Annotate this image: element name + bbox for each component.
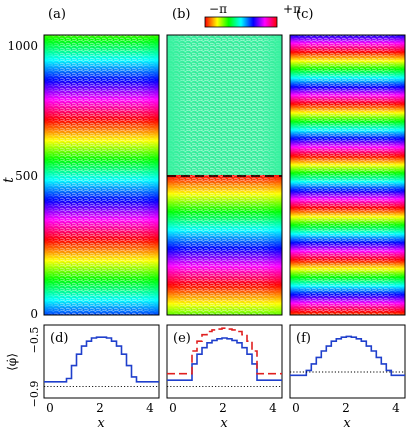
panel-d-x-label: x bbox=[97, 416, 105, 431]
panel-e-xtick-2: 2 bbox=[219, 401, 227, 415]
panel-f-series-solid-0 bbox=[290, 335, 405, 377]
panel-c-frame bbox=[289, 34, 406, 316]
panel-b-frame bbox=[166, 34, 283, 316]
panel-e-label: (e) bbox=[173, 331, 191, 346]
panel-c-label: (c) bbox=[296, 7, 313, 22]
colorbar-min-label: −π bbox=[209, 2, 227, 16]
bottom-ytick-high: −0.5 bbox=[28, 327, 41, 354]
panel-b: (b) bbox=[166, 7, 283, 316]
panel-e-series-dashed-1 bbox=[167, 327, 282, 375]
panel-a-label: (a) bbox=[48, 7, 66, 22]
bottom-y-label: ⟨φ̇⟩ bbox=[5, 353, 19, 371]
bottom-y-axis: −0.5 −0.9 ⟨φ̇⟩ bbox=[5, 327, 41, 408]
panel-d-xtick-2: 2 bbox=[96, 401, 104, 415]
panel-f-label: (f) bbox=[296, 331, 311, 346]
top-y-axis: 1000 500 0 t bbox=[1, 39, 38, 321]
panel-a-frame bbox=[43, 34, 160, 316]
top-ytick-500: 500 bbox=[15, 169, 38, 183]
colorbar-swatch bbox=[204, 16, 278, 28]
panel-b-texture bbox=[167, 35, 282, 315]
panel-d-xtick-0: 0 bbox=[46, 401, 54, 415]
panel-e-xtick-4: 4 bbox=[269, 401, 277, 415]
panel-c: (c) bbox=[289, 7, 406, 316]
panel-e-x-label: x bbox=[220, 416, 228, 431]
colorbar: −π +π bbox=[204, 2, 301, 28]
panel-d-series-solid-0 bbox=[44, 336, 159, 383]
x-axes: 0 2 4 0 2 4 0 2 4 x x x bbox=[46, 401, 400, 431]
top-y-label: t bbox=[1, 177, 17, 183]
panel-e-series-solid-0 bbox=[167, 337, 282, 381]
panel-f-xtick-0: 0 bbox=[292, 401, 300, 415]
panel-b-label: (b) bbox=[172, 7, 190, 22]
bottom-ytick-low: −0.9 bbox=[28, 381, 41, 408]
panel-f-xtick-4: 4 bbox=[392, 401, 400, 415]
panel-a-texture bbox=[44, 35, 159, 315]
panel-a: (a) bbox=[43, 7, 160, 316]
panel-e-xtick-0: 0 bbox=[169, 401, 177, 415]
panel-d-curves bbox=[44, 336, 159, 388]
panel-d-label: (d) bbox=[50, 331, 68, 346]
panel-f-curves bbox=[290, 335, 405, 377]
panel-d-xtick-4: 4 bbox=[146, 401, 154, 415]
panel-e-frame bbox=[166, 324, 283, 399]
panel-f-x-label: x bbox=[343, 416, 351, 431]
top-ytick-1000: 1000 bbox=[7, 39, 38, 53]
bottom-panels: (d) (e) (f) bbox=[43, 324, 406, 399]
panel-f-xtick-2: 2 bbox=[342, 401, 350, 415]
colorbar-max-label: +π bbox=[283, 2, 301, 16]
top-ytick-0: 0 bbox=[30, 307, 38, 321]
panel-c-texture bbox=[290, 35, 405, 315]
panel-e-curves bbox=[167, 327, 282, 388]
